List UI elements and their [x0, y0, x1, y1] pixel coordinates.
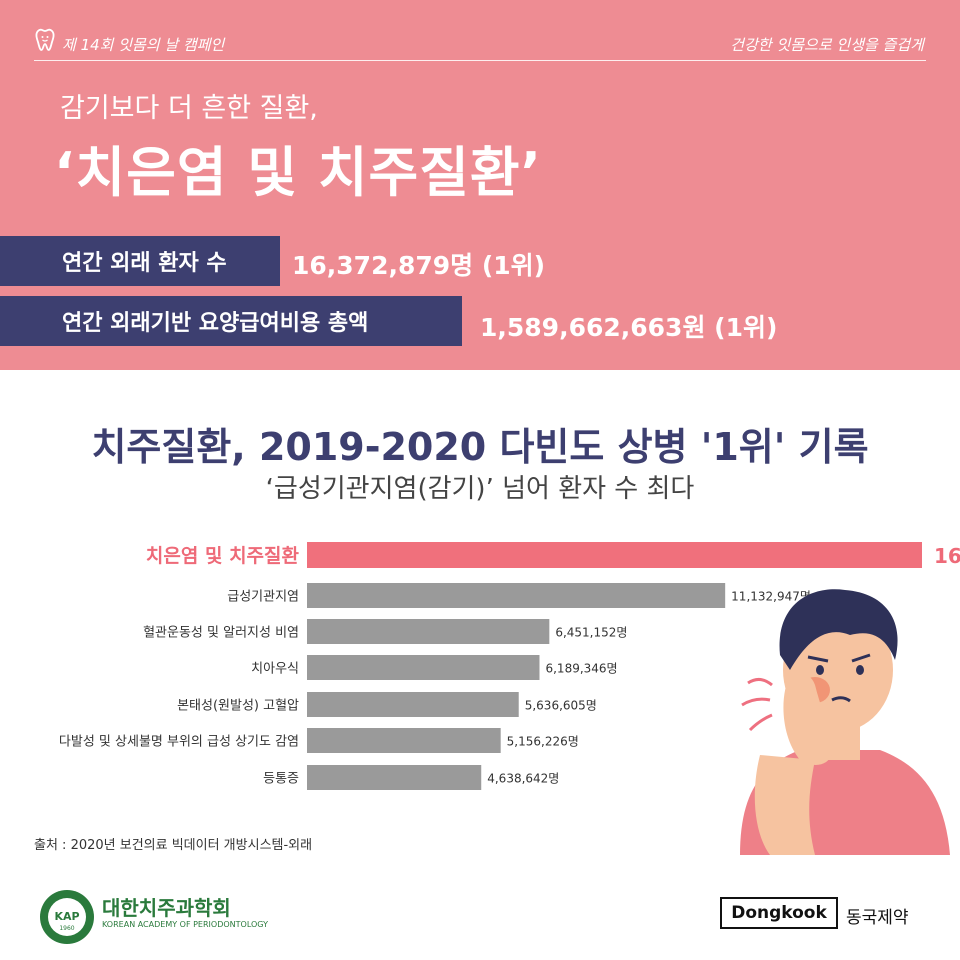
headline: ‘치은염 및 치주질환’ [54, 141, 543, 204]
value-label-0: 16,372,879명 (1위) [934, 544, 960, 568]
category-label-3: 치아우식 [251, 662, 299, 677]
bar-4 [307, 692, 519, 717]
source-note: 출처 : 2020년 보건의료 빅데이터 개방시스템-외래 [34, 838, 313, 853]
kap-logo-text: KAP [54, 910, 79, 923]
value-label-4: 5,636,605명 [525, 699, 597, 713]
value-label-6: 4,638,642명 [487, 772, 559, 786]
stat-label-cost: 연간 외래기반 요양급여비용 총액 [0, 296, 462, 346]
bar-0 [307, 542, 922, 568]
bar-3 [307, 655, 540, 680]
value-label-5: 5,156,226명 [507, 735, 579, 749]
kap-name: 대한치주과학회 [102, 896, 231, 920]
category-label-1: 급성기관지염 [227, 590, 299, 605]
lead-text: 감기보다 더 흔한 질환, [60, 93, 318, 124]
bar-5 [307, 728, 501, 753]
kap-logo-icon: KAP 1960 [40, 890, 94, 944]
kap-logo-year: 1960 [59, 925, 74, 932]
category-label-5: 다발성 및 상세불명 부위의 급성 상기도 감염 [59, 735, 299, 750]
stat-label-patients: 연간 외래 환자 수 [0, 236, 280, 286]
value-label-2: 6,451,152명 [555, 626, 627, 640]
category-label-6: 등통증 [263, 772, 299, 787]
chart-subtitle: ‘급성기관지염(감기)’ 넘어 환자 수 최다 [265, 474, 695, 504]
toothache-person-illustration [740, 589, 950, 855]
slogan: 건강한 잇몸으로 인생을 즐겁게 [730, 36, 924, 54]
category-label-4: 본태성(원발성) 고혈압 [177, 699, 299, 714]
bar-2 [307, 619, 550, 644]
divider [34, 60, 926, 61]
dongkook-name: 동국제약 [846, 908, 909, 928]
bar-1 [307, 583, 726, 608]
campaign-title: 제 14회 잇몸의 날 캠페인 [62, 36, 225, 54]
value-label-3: 6,189,346명 [545, 662, 617, 676]
top-banner: 제 14회 잇몸의 날 캠페인 건강한 잇몸으로 인생을 즐겁게 감기보다 더 … [0, 0, 960, 370]
stat-value-patients: 16,372,879명 (1위) [292, 251, 546, 280]
kap-english-name: KOREAN ACADEMY OF PERIODONTOLOGY [102, 920, 268, 929]
chart-title: 치주질환, 2019-2020 다빈도 상병 '1위' 기록 [91, 425, 869, 469]
category-label-2: 혈관운동성 및 알러지성 비염 [143, 626, 299, 641]
value-label-1: 11,132,947명 [731, 590, 811, 604]
dongkook-logo: Dongkook [720, 897, 838, 929]
category-label-0: 치은염 및 치주질환 [146, 545, 300, 567]
bar-6 [307, 765, 482, 790]
bar-chart: 치은염 및 치주질환 16,372,879명 (1위) 급성기관지염 11,132,9… [59, 542, 960, 790]
tooth-icon [35, 28, 55, 51]
stat-value-cost: 1,589,662,663원 (1위) [480, 313, 778, 342]
